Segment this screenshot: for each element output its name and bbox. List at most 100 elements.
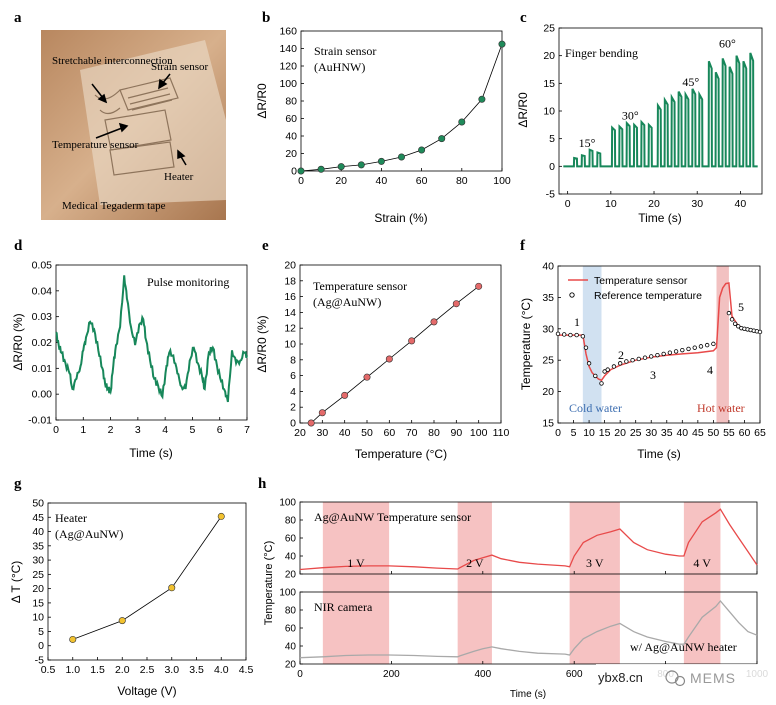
- tape-area: [80, 40, 226, 205]
- y-tick-label: 35: [542, 292, 554, 304]
- series-points-g: [69, 512, 225, 643]
- y-tick-label: 100: [279, 588, 296, 599]
- y-axis-label-b: ΔR/R0: [255, 83, 269, 119]
- y-tick-label: 80: [285, 606, 297, 617]
- x-tick-label: 0: [53, 424, 59, 436]
- sensor-line-h: [299, 508, 758, 571]
- y-tick-label: 45: [32, 512, 44, 524]
- x-ticks-e: 20 30 40 50 60 70 80 90 100 110: [294, 420, 510, 439]
- voltage-labels-h: 1 V 2 V 3 V 4 V: [347, 556, 711, 570]
- reference-point: [562, 332, 567, 337]
- chart-g: -5 0 5 10 15 20 25 30 35 40 45 50 0.5 1.0 1.5 2.0 2.5 3.…: [9, 498, 253, 699]
- data-point: [217, 512, 225, 520]
- reference-point: [680, 347, 685, 353]
- x-tick-label: 4: [162, 424, 168, 436]
- y-tick-label: 25: [32, 569, 44, 581]
- chart-b: 0 20 40 60 80 100 120 140 160 0 20 40 60 80 100 Strai…: [255, 26, 511, 226]
- data-point: [397, 153, 405, 161]
- reference-point: [583, 345, 589, 350]
- x-tick-label: 50: [708, 427, 720, 439]
- x-ticks-d: 0 1 2 3 4 5 6 7: [53, 417, 250, 436]
- x-tick-label: 40: [735, 198, 747, 210]
- y-tick-label: 18: [284, 275, 296, 287]
- y-tick-label: 20: [542, 386, 554, 398]
- marker-2: 2: [618, 348, 624, 362]
- y-tick-label: 25: [542, 355, 554, 367]
- x-tick-label: 40: [676, 427, 688, 439]
- data-point: [357, 161, 365, 169]
- x-tick-label: 10: [583, 427, 595, 439]
- angle-label: 60°: [719, 36, 736, 50]
- x-tick-label: 200: [383, 669, 400, 680]
- y-tick-label: 0: [291, 166, 297, 178]
- x-tick-label: 0: [297, 669, 303, 680]
- data-point: [458, 118, 466, 126]
- y-tick-label: 60: [285, 113, 297, 125]
- x-tick-label: 55: [723, 427, 735, 439]
- x-tick-label: 4.5: [239, 664, 254, 676]
- x-tick-label: 6: [217, 424, 223, 436]
- data-point: [430, 318, 438, 326]
- region-label-hot: Hot water: [697, 401, 745, 415]
- x-tick-label: 3.0: [164, 664, 179, 676]
- y-tick-label: 4: [290, 386, 296, 398]
- wechat-icon-inner: [674, 675, 686, 687]
- reference-point: [667, 350, 673, 355]
- voltage-label: 1 V: [347, 556, 365, 570]
- reference-point: [555, 331, 561, 337]
- x-tick-label: 2.5: [140, 664, 155, 676]
- y-tick-label: 0: [38, 640, 44, 652]
- y-axis-label-f: Temperature (°C): [519, 298, 533, 390]
- x-axis-label-h: Time (s): [510, 689, 546, 700]
- x-tick-label: 3.5: [189, 664, 204, 676]
- y-tick-label: 0: [290, 418, 296, 430]
- x-tick-label: 0: [298, 175, 304, 187]
- label-temperature-sensor: Temperature sensor: [52, 139, 139, 151]
- reference-point: [757, 329, 763, 335]
- x-tick-label: 25: [630, 427, 642, 439]
- y-tick-label: -0.01: [28, 415, 52, 427]
- data-point: [118, 617, 126, 625]
- y-tick-label: 40: [285, 642, 297, 653]
- y-tick-label: 0.00: [32, 389, 53, 401]
- y-ticks-h: 20 40 60 80 100 20 40 60 80 100: [279, 498, 303, 671]
- panel-letter-d: d: [14, 238, 23, 254]
- data-point: [385, 355, 393, 363]
- annotation-g-2: (Ag@AuNW): [55, 527, 123, 541]
- annotation-h-bottom: NIR camera: [314, 600, 373, 614]
- reference-point: [611, 364, 617, 369]
- reference-point: [580, 334, 586, 339]
- voltage-region: [322, 502, 390, 664]
- y-tick-label: 5: [38, 626, 44, 638]
- y-tick-label: 120: [279, 61, 297, 73]
- x-tick-label: 1.0: [65, 664, 80, 676]
- y-tick-label: 50: [32, 498, 44, 510]
- panel-letter-g: g: [14, 476, 22, 492]
- data-point: [363, 373, 371, 381]
- y-axis-label-h: Temperature (°C): [263, 541, 275, 625]
- x-tick-label: 2.0: [115, 664, 130, 676]
- y-tick-label: 30: [542, 323, 554, 335]
- y-tick-label: 2: [290, 402, 296, 414]
- data-point: [475, 282, 483, 290]
- x-tick-label: 4.0: [214, 664, 229, 676]
- x-tick-label: 5: [571, 427, 577, 439]
- y-tick-label: -5: [546, 189, 555, 201]
- reference-point: [736, 324, 741, 329]
- legend-h-bottom: w/ Ag@AuNW heater: [630, 640, 737, 654]
- y-tick-label: 16: [284, 291, 296, 303]
- reference-point: [568, 332, 573, 338]
- y-axis-label-g: Δ T (°C): [9, 561, 23, 604]
- data-point: [418, 146, 426, 154]
- y-ticks-c: -5 0 5 10 15 20 25: [543, 23, 562, 201]
- reference-point: [586, 361, 592, 366]
- x-tick-label: 20: [648, 198, 660, 210]
- panel-letter-a: a: [14, 10, 22, 26]
- y-tick-label: 20: [32, 583, 44, 595]
- angle-labels-c: 15° 30° 45° 60°: [579, 36, 736, 150]
- x-tick-label: 40: [339, 427, 351, 439]
- y-tick-label: 40: [285, 552, 297, 563]
- device-pattern: [94, 77, 179, 176]
- y-tick-label: 140: [279, 43, 297, 55]
- y-tick-label: 40: [285, 131, 297, 143]
